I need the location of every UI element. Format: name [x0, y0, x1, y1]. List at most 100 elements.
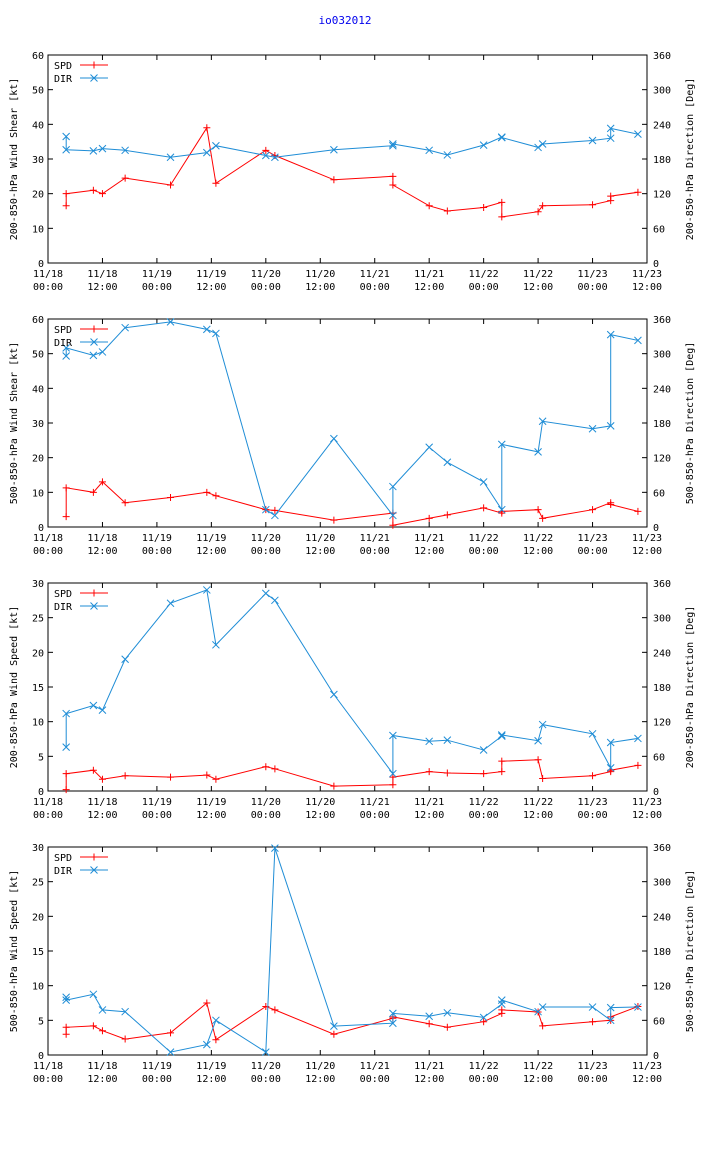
data-point-dir	[588, 729, 597, 738]
x-tick-date: 11/20	[251, 1061, 281, 1072]
data-point-dir	[98, 706, 107, 714]
legend-label-spd: SPD	[54, 589, 72, 600]
data-point-dir	[479, 1013, 488, 1022]
legend-label-dir: DIR	[54, 74, 73, 85]
data-point-spd	[62, 786, 70, 794]
x-tick-time: 00:00	[142, 546, 172, 557]
data-point-dir	[389, 1019, 397, 1028]
legend-label-dir: DIR	[54, 338, 73, 349]
x-tick-date: 11/18	[33, 797, 63, 808]
y-tick-label: 40	[32, 384, 44, 395]
data-point-dir	[330, 1022, 338, 1030]
data-point-dir	[212, 640, 220, 649]
data-point-dir	[497, 440, 506, 449]
data-point-dir	[425, 737, 434, 746]
data-point-spd	[330, 176, 338, 184]
x-tick-date: 11/19	[196, 269, 226, 280]
data-point-dir	[443, 458, 452, 467]
series-line-spd	[65, 126, 638, 218]
y2-tick-label: 60	[653, 1016, 665, 1027]
data-point-spd	[121, 1035, 129, 1043]
data-point-dir	[261, 505, 270, 514]
data-point-spd	[425, 768, 433, 776]
legend-label-spd: SPD	[54, 61, 72, 72]
data-point-dir	[606, 124, 615, 133]
y2-tick-label: 0	[653, 523, 659, 534]
x-tick-date: 11/19	[196, 533, 226, 544]
y2-axis-label: 200-850-hPa Direction [Deg]	[685, 606, 696, 769]
y-tick-label: 0	[38, 523, 44, 534]
data-point-spd	[498, 198, 506, 206]
data-point-spd	[89, 186, 97, 194]
data-point-dir	[62, 743, 71, 751]
data-point-dir	[606, 1016, 615, 1025]
data-point-dir	[443, 736, 452, 745]
data-point-spd	[89, 488, 97, 496]
x-tick-time: 00:00	[360, 810, 390, 821]
data-point-dir	[497, 732, 506, 740]
x-tick-time: 12:00	[632, 810, 662, 821]
y-tick-label: 10	[32, 488, 44, 499]
data-point-dir	[534, 736, 542, 745]
data-point-spd	[589, 506, 597, 514]
y-axis-label: 200-850-hPa Wind Shear [kt]	[9, 78, 20, 241]
data-point-spd	[271, 1006, 279, 1014]
data-point-dir	[425, 146, 434, 155]
x-tick-date: 11/22	[469, 533, 499, 544]
data-point-dir	[121, 655, 129, 664]
y2-tick-label: 0	[653, 1051, 659, 1062]
data-point-dir	[166, 599, 175, 608]
series-line-dir	[65, 321, 639, 517]
data-point-dir	[389, 1009, 397, 1018]
data-point-dir	[538, 720, 547, 729]
x-tick-time: 12:00	[414, 546, 444, 557]
x-tick-time: 12:00	[305, 810, 335, 821]
data-point-spd	[62, 484, 70, 492]
data-point-spd	[539, 514, 547, 522]
data-point-dir	[634, 336, 642, 345]
data-point-dir	[389, 511, 397, 520]
data-point-spd	[607, 192, 615, 200]
x-tick-time: 12:00	[196, 1074, 226, 1085]
y-tick-label: 10	[32, 718, 44, 729]
data-point-dir	[98, 348, 107, 356]
data-point-spd	[271, 765, 279, 773]
x-tick-time: 12:00	[414, 810, 444, 821]
y-tick-label: 25	[32, 878, 44, 889]
x-tick-date: 11/20	[305, 269, 335, 280]
data-point-dir	[389, 769, 397, 778]
y2-axis-label: 500-850-hPa Direction [Deg]	[685, 870, 696, 1033]
data-point-spd	[443, 1023, 451, 1031]
data-point-dir	[212, 1016, 220, 1025]
data-point-dir	[212, 329, 220, 338]
x-tick-date: 11/20	[251, 533, 281, 544]
y2-axis-label: 500-850-hPa Direction [Deg]	[685, 342, 696, 505]
data-point-dir	[389, 482, 397, 491]
x-tick-time: 12:00	[523, 810, 553, 821]
y2-tick-label: 360	[653, 843, 671, 854]
y2-tick-label: 60	[653, 752, 665, 763]
data-point-dir	[62, 344, 71, 352]
y-tick-label: 0	[38, 259, 44, 270]
y2-tick-label: 300	[653, 86, 671, 97]
x-tick-date: 11/21	[414, 533, 444, 544]
y2-tick-label: 120	[653, 718, 671, 729]
data-point-dir	[89, 351, 98, 360]
data-point-dir	[62, 352, 71, 360]
data-point-dir	[389, 140, 397, 148]
data-point-dir	[634, 130, 642, 139]
x-tick-date: 11/23	[577, 533, 607, 544]
x-tick-date: 11/19	[142, 269, 172, 280]
x-tick-date: 11/18	[87, 533, 117, 544]
y2-tick-label: 180	[653, 947, 671, 958]
data-point-dir	[606, 764, 615, 772]
data-point-spd	[271, 152, 279, 160]
x-tick-date: 11/23	[577, 269, 607, 280]
x-tick-date: 11/19	[196, 797, 226, 808]
data-point-dir	[425, 443, 434, 452]
data-point-dir	[62, 996, 71, 1004]
y-tick-label: 50	[32, 86, 44, 97]
x-tick-time: 12:00	[87, 810, 117, 821]
data-point-spd	[203, 488, 211, 496]
